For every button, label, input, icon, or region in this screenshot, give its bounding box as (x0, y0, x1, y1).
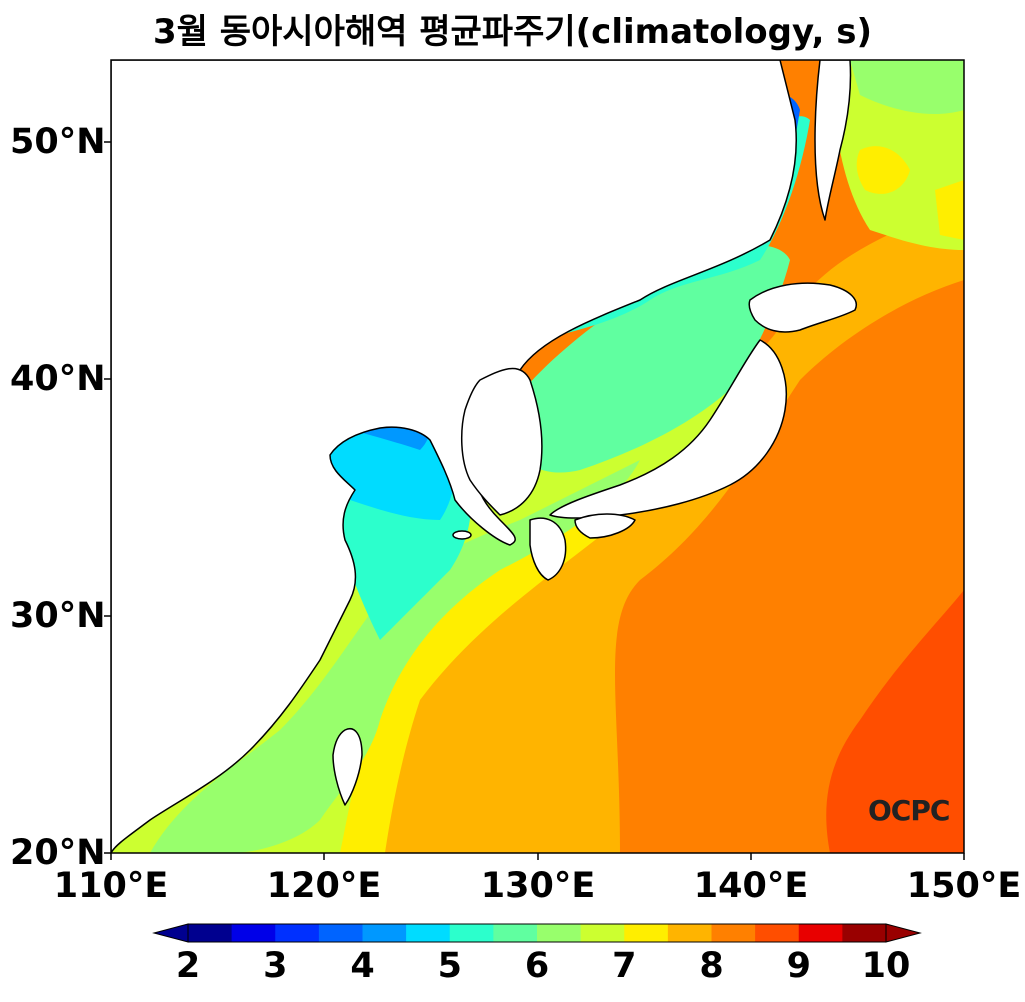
colorbar-segment (667, 924, 712, 942)
korea (460, 367, 543, 516)
colorbar-segment (188, 924, 233, 942)
asia-mainland (111, 60, 798, 853)
band-6-6.5-okhotsk (850, 60, 964, 115)
colorbar-tick-label: 5 (437, 946, 462, 986)
shikoku (574, 513, 636, 539)
taiwan (332, 728, 363, 806)
colorbar-tick-label: 4 (350, 946, 375, 986)
colorbar-segment (318, 924, 363, 942)
colorbar (152, 923, 922, 943)
colorbar-segment (711, 924, 756, 942)
colorbar-segment (624, 924, 669, 942)
colorbar-segment (231, 924, 276, 942)
ocpc-logo: OCPC (868, 794, 950, 827)
colorbar-segment (798, 924, 843, 942)
jeju (452, 530, 472, 540)
colorbar-tick-label: 8 (699, 946, 724, 986)
colorbar-under-arrow (152, 923, 189, 943)
lat-label-30: 30°N (10, 596, 106, 636)
colorbar-tick-label: 9 (786, 946, 811, 986)
band-9-10 (826, 590, 964, 853)
colorbar-segment (449, 924, 494, 942)
colorbar-segment (275, 924, 320, 942)
sakhalin (814, 60, 852, 221)
band-6-6.5 (150, 460, 640, 853)
lon-label-140: 140°E (693, 866, 809, 906)
colorbar-frame (187, 923, 887, 943)
kyushu (529, 517, 567, 581)
colorbar-over-arrow (885, 923, 922, 943)
land (111, 60, 857, 853)
band-8.5-9-offshore (900, 300, 964, 420)
colorbar-segment (755, 924, 800, 942)
colorbar-segment (580, 924, 625, 942)
colorbar-tick-label: 10 (861, 946, 911, 986)
lat-label-20: 20°N (10, 833, 106, 873)
hokkaido (748, 282, 857, 333)
colorbar-tick-label: 2 (175, 946, 201, 986)
colorbar-segment (842, 924, 887, 942)
colorbar-tick-label: 6 (524, 946, 550, 986)
lon-label-120: 120°E (266, 866, 382, 906)
lon-label-150: 150°E (906, 866, 1022, 906)
lat-label-50: 50°N (10, 122, 106, 162)
colorbar-segment (406, 924, 451, 942)
band-7-7.5-east (935, 180, 964, 240)
colorbar-segment (362, 924, 407, 942)
band-7.5-8 (300, 200, 964, 853)
lon-label-110: 110°E (53, 866, 169, 906)
axis-ticks (104, 141, 965, 860)
lat-label-40: 40°N (10, 359, 106, 399)
band-5.5-6-sea-of-japan (500, 245, 790, 473)
band-7-7.5-okhotsk (856, 146, 910, 194)
colorbar-tick-label: 7 (612, 946, 637, 986)
lon-label-130: 130°E (480, 866, 596, 906)
chart-title: 3월 동아시아해역 평균파주기(climatology, s) (152, 12, 873, 52)
colorbar-segment (537, 924, 582, 942)
colorbar-segment (493, 924, 538, 942)
colorbar-tick-label: 3 (263, 946, 288, 986)
